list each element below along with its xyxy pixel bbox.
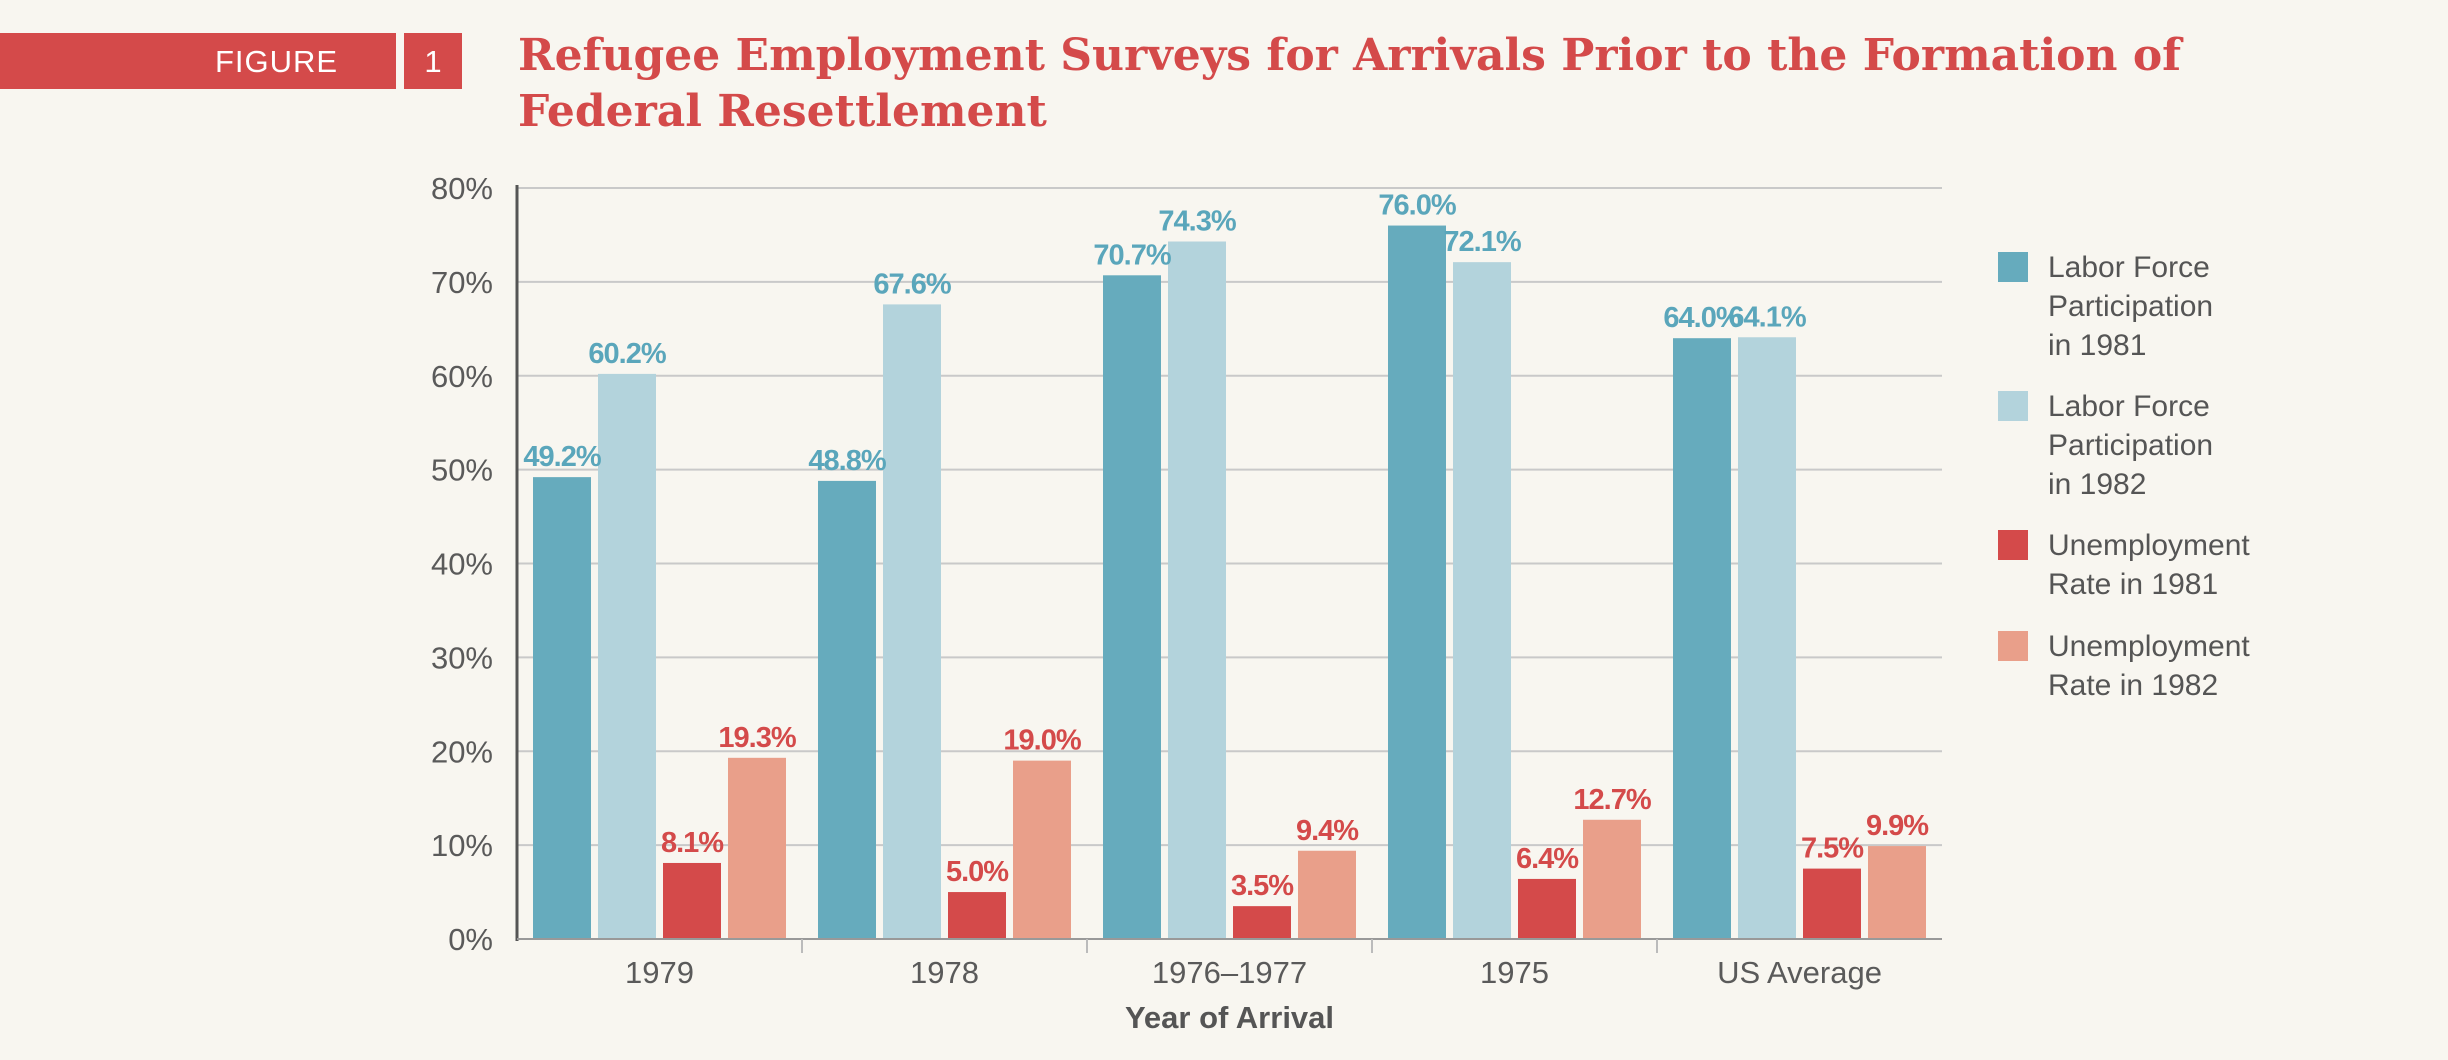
data-label: 72.1% bbox=[1443, 226, 1521, 258]
bar bbox=[1673, 338, 1731, 939]
figure-number: 1 bbox=[424, 44, 442, 79]
bar bbox=[1298, 850, 1356, 939]
bar bbox=[1868, 846, 1926, 939]
figure-label-bar bbox=[0, 33, 396, 89]
bar bbox=[1453, 262, 1511, 939]
bar bbox=[1583, 819, 1641, 939]
x-tick-label: 1979 bbox=[625, 955, 694, 990]
x-tick-label: 1978 bbox=[910, 955, 979, 990]
bar bbox=[598, 373, 656, 939]
bar bbox=[1013, 760, 1071, 939]
figure-label: FIGURE bbox=[215, 44, 339, 79]
figure-divider bbox=[396, 33, 404, 89]
x-tick-label: US Average bbox=[1717, 955, 1882, 990]
axes: 0% 10% 20% 30% 40% 50% 60% 70% 80% 1979 1978 1976–1… bbox=[431, 171, 1942, 1035]
data-label: 3.5% bbox=[1231, 870, 1294, 902]
y-tick-label: 0% bbox=[448, 922, 493, 957]
data-label: 48.8% bbox=[808, 445, 886, 477]
data-label: 67.6% bbox=[873, 268, 951, 300]
y-tick-label: 40% bbox=[431, 547, 493, 582]
bar bbox=[728, 757, 786, 939]
y-tick-label: 50% bbox=[431, 453, 493, 488]
data-label: 70.7% bbox=[1093, 239, 1171, 271]
data-label: 74.3% bbox=[1158, 206, 1236, 238]
y-tick-label: 80% bbox=[431, 171, 493, 206]
legend-label: Unemployment Rate in 1981 bbox=[2048, 529, 2250, 601]
data-label: 9.9% bbox=[1866, 810, 1929, 842]
bar bbox=[818, 480, 876, 939]
data-label: 8.1% bbox=[661, 827, 724, 859]
legend-swatch bbox=[1998, 391, 2028, 421]
legend-label: Labor Force Participation in 1981 bbox=[2048, 251, 2214, 362]
x-tick-label: 1976–1977 bbox=[1152, 955, 1307, 990]
data-label: 19.3% bbox=[718, 722, 796, 754]
bar bbox=[1233, 906, 1291, 939]
figure-number-box bbox=[404, 33, 462, 89]
x-tick-label: 1975 bbox=[1480, 955, 1549, 990]
bar bbox=[1168, 241, 1226, 940]
legend-swatch bbox=[1998, 631, 2028, 661]
y-tick-label: 20% bbox=[431, 734, 493, 769]
bar bbox=[533, 477, 591, 939]
legend-swatch bbox=[1998, 530, 2028, 560]
data-label: 6.4% bbox=[1516, 843, 1579, 875]
data-label: 5.0% bbox=[946, 856, 1009, 888]
data-label: 49.2% bbox=[523, 441, 601, 473]
legend-label: Labor Force Participation in 1982 bbox=[2048, 390, 2214, 501]
data-labels: 49.2% 60.2% 8.1% 19.3% 48.8% 67.6% 5.0% 19.0% 70… bbox=[523, 190, 1930, 903]
bar bbox=[1388, 225, 1446, 940]
data-label: 9.4% bbox=[1296, 815, 1359, 847]
data-label: 64.1% bbox=[1728, 301, 1806, 333]
data-label: 19.0% bbox=[1003, 725, 1081, 757]
bar bbox=[1803, 868, 1861, 939]
bar bbox=[1518, 878, 1576, 939]
bars bbox=[533, 225, 1926, 940]
bar bbox=[883, 304, 941, 939]
y-tick-label: 30% bbox=[431, 640, 493, 675]
y-tick-label: 10% bbox=[431, 828, 493, 863]
legend-swatch bbox=[1998, 252, 2028, 282]
data-label: 76.0% bbox=[1378, 190, 1456, 222]
data-label: 7.5% bbox=[1801, 833, 1864, 865]
x-axis-title: Year of Arrival bbox=[1125, 1000, 1334, 1035]
data-label: 12.7% bbox=[1573, 784, 1651, 816]
bar bbox=[663, 862, 721, 939]
y-tick-label: 60% bbox=[431, 359, 493, 394]
chart-title: Refugee Employment Surveys for Arrivals … bbox=[518, 30, 2182, 137]
data-label: 60.2% bbox=[588, 338, 666, 370]
data-label: 64.0% bbox=[1663, 302, 1741, 334]
y-tick-label: 70% bbox=[431, 265, 493, 300]
bar bbox=[1103, 275, 1161, 940]
bar bbox=[1738, 337, 1796, 940]
legend-label: Unemployment Rate in 1982 bbox=[2048, 630, 2250, 702]
bar bbox=[948, 892, 1006, 939]
